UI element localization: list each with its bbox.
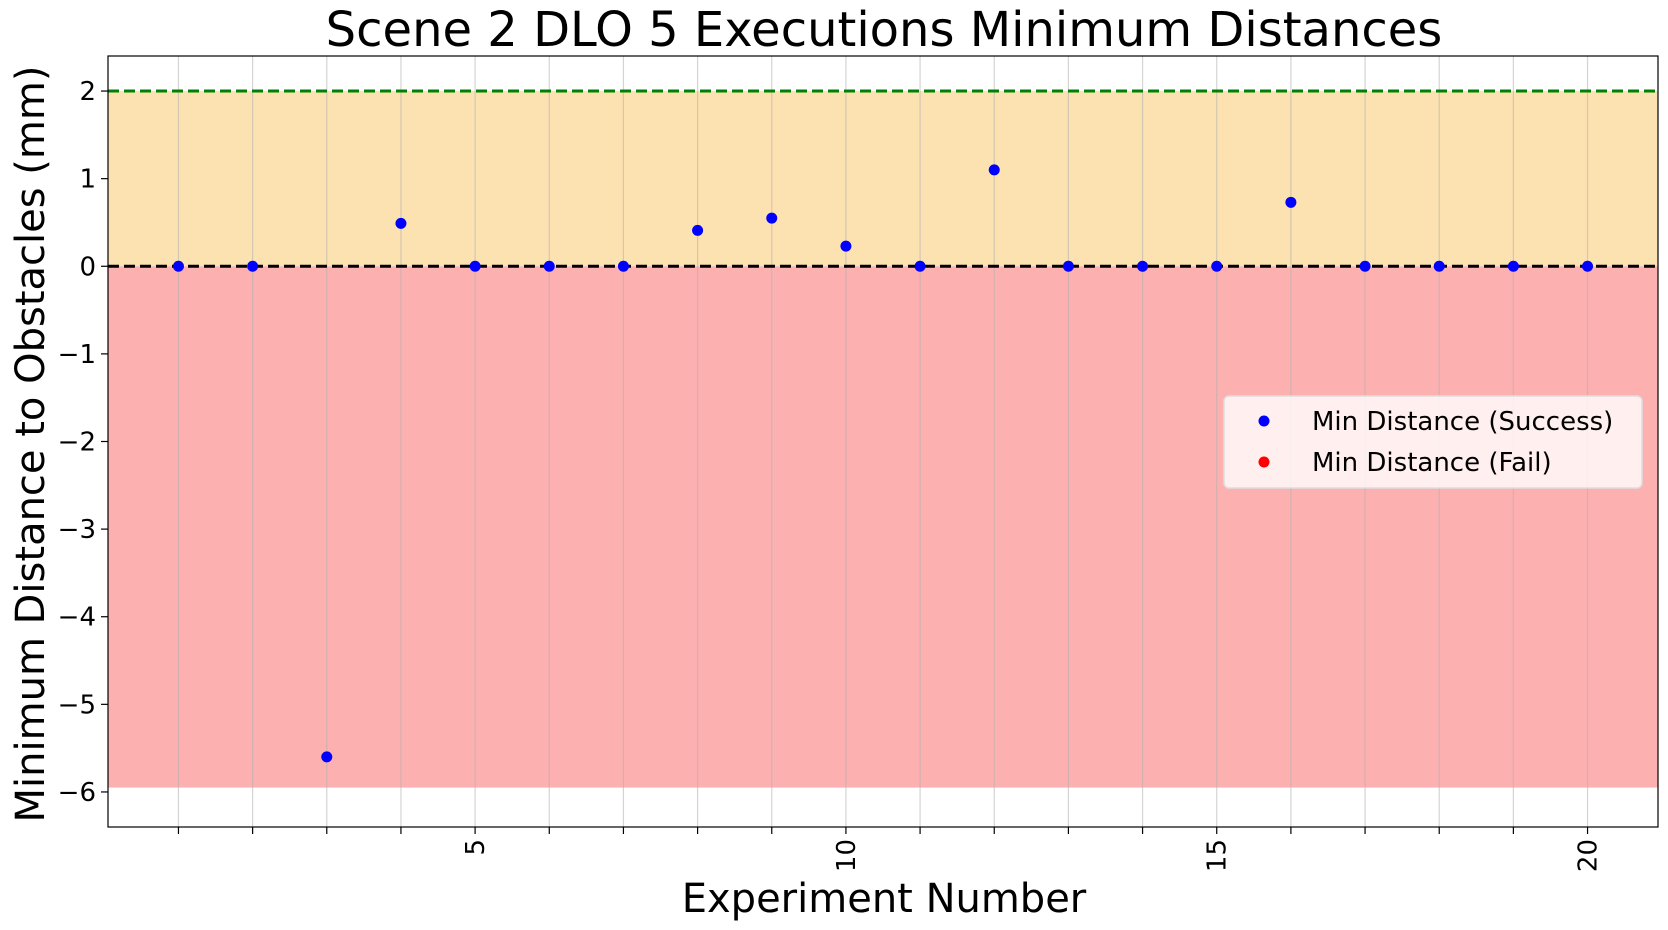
data-point-success [172,260,184,272]
y-tick-label: 0 [79,252,96,282]
data-point-success [988,164,1000,176]
legend-label-success: Min Distance (Success) [1312,407,1613,437]
data-point-success [1507,260,1519,272]
y-tick-label: −2 [58,428,96,458]
legend-marker-fail [1258,456,1270,468]
data-point-success [543,260,555,272]
x-tick-label: 5 [461,839,491,856]
data-point-success [1211,260,1223,272]
data-point-success [247,260,259,272]
y-tick-label: 1 [79,165,96,195]
legend-box [1223,395,1643,489]
data-point-success [766,212,778,224]
data-point-success [840,240,852,252]
y-tick-label: −3 [58,515,96,545]
y-tick-label: −5 [58,690,96,720]
y-tick-label: −1 [58,340,96,370]
data-point-success [395,217,407,229]
collision-region [108,266,1658,788]
x-tick-label: 15 [1203,839,1233,872]
data-point-success [1137,260,1149,272]
data-point-success [1433,260,1445,272]
x-tick-label: 10 [832,839,862,872]
y-tick-label: −6 [58,778,96,808]
legend-marker-success [1258,415,1270,427]
data-point-success [321,751,333,763]
x-axis-label: Experiment Number [682,876,1087,922]
data-point-success [1062,260,1074,272]
data-point-success [1359,260,1371,272]
data-point-success [1582,260,1594,272]
chart-title: Scene 2 DLO 5 Executions Minimum Distanc… [326,2,1443,58]
safe-margin-region [108,91,1658,267]
data-point-success [469,260,481,272]
legend-label-fail: Min Distance (Fail) [1312,448,1552,478]
y-axis-label: Minimum Distance to Obstacles (mm) [8,66,54,823]
y-tick-label: 2 [79,77,96,107]
data-point-success [1285,196,1297,208]
data-point-success [692,224,704,236]
data-point-success [914,260,926,272]
data-point-success [617,260,629,272]
plot-area: −6 −5 −4 −3 −2 −1 0 1 2 5 10 15 20 [58,55,1659,872]
legend: Min Distance (Success) Min Distance (Fai… [1223,395,1643,489]
y-tick-label: −4 [58,603,96,633]
x-tick-label: 20 [1574,839,1604,872]
